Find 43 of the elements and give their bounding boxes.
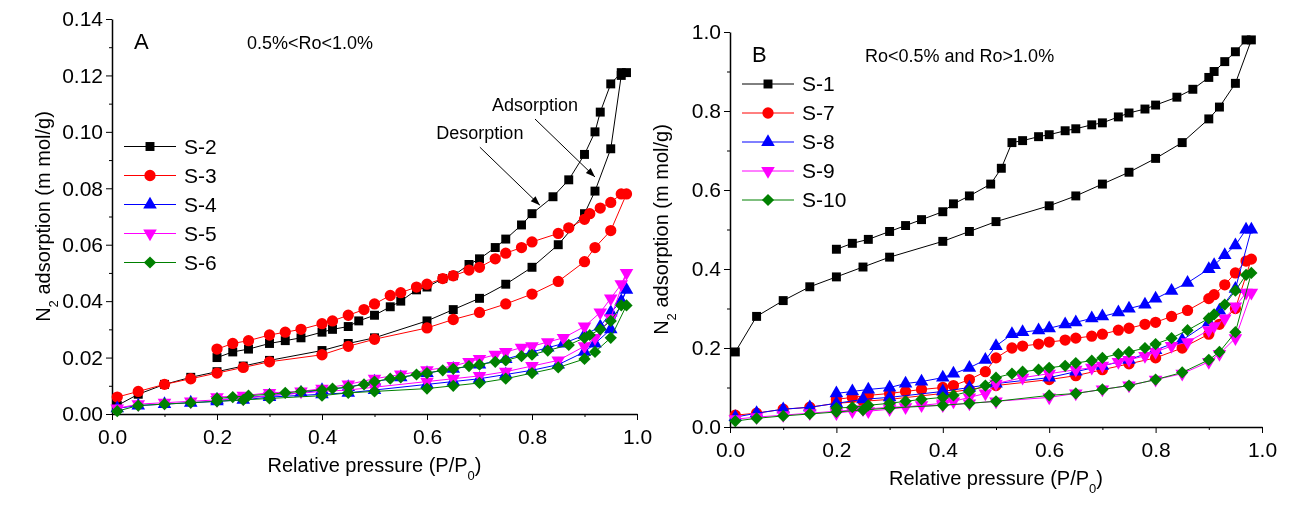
y-tick-label: 0.12: [62, 63, 103, 87]
legend-label: S-4: [184, 192, 217, 216]
text: 0.5%<Ro<1.0%: [247, 33, 374, 53]
legend-label: S-5: [184, 221, 217, 245]
y-tick-label: 0.02: [62, 345, 103, 369]
x-tick-label: 0.2: [202, 425, 233, 448]
legend-label: S-2: [184, 134, 217, 158]
y-tick-label: 0.00: [62, 402, 103, 426]
text: Ro<0.5% and Ro>1.0%: [865, 46, 1055, 66]
legend-label: S-10: [802, 188, 847, 212]
chart-title: B: [752, 42, 767, 67]
legend-label: S-1: [802, 72, 835, 96]
x-tick-label: 1.0: [622, 425, 653, 448]
y-tick-label: 0.06: [62, 232, 103, 256]
legend-label: S-3: [184, 163, 217, 187]
annotation: Adsorption: [491, 95, 579, 115]
y-tick-label: 0.4: [691, 257, 722, 281]
x-tick-label: 0.0: [715, 438, 746, 461]
x-tick-label: 0.6: [1035, 438, 1065, 461]
x-tick-label: 0.4: [928, 438, 959, 461]
x-tick-label: 0.0: [97, 425, 128, 448]
x-tick-label: 0.6: [412, 425, 443, 448]
x-tick-label: 0.2: [822, 438, 852, 461]
x-tick-label: 0.8: [1141, 438, 1171, 461]
x-tick-label: 1.0: [1247, 438, 1278, 461]
legend-label: S-6: [184, 250, 217, 274]
x-tick-label: 0.4: [307, 425, 338, 448]
y-tick-label: 1.0: [691, 20, 721, 44]
legend-label: S-9: [802, 159, 835, 183]
y-tick-label: 0.2: [691, 336, 721, 360]
y-tick-label: 0.8: [691, 99, 721, 123]
y-tick-label: 0.08: [62, 176, 103, 200]
x-axis-title: Relative pressure (P/P$_{0}$): [267, 454, 482, 483]
x-axis-title: Relative pressure (P/P$_{0}$): [889, 467, 1103, 496]
legend-label: S-8: [802, 130, 835, 154]
chart-title: A: [134, 29, 149, 54]
y-tick-label: 0.10: [62, 120, 103, 144]
legend-label: S-7: [802, 101, 835, 125]
annotation: Desorption: [436, 123, 524, 144]
y-tick-label: 0.04: [62, 289, 104, 313]
y-tick-label: 0.14: [62, 7, 104, 31]
y-tick-label: 0.6: [691, 178, 721, 202]
x-tick-label: 0.8: [517, 425, 548, 448]
